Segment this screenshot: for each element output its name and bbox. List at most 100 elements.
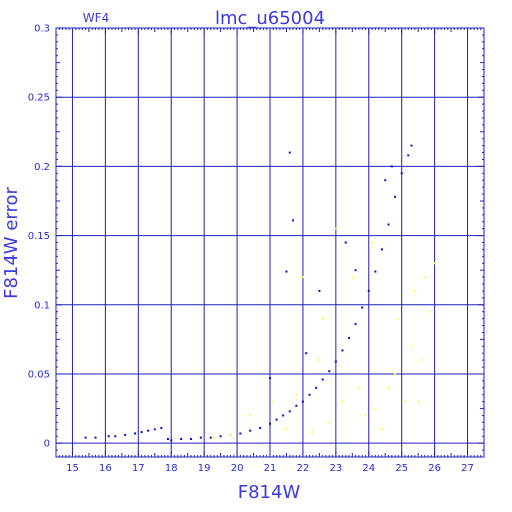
grid-layer	[56, 27, 484, 457]
y-tick-label: 0.3	[34, 24, 50, 35]
x-tick-label: 23	[329, 463, 342, 474]
y-axis-label: F814W error	[1, 187, 22, 299]
data-point	[84, 436, 87, 439]
data-point	[249, 414, 252, 417]
data-point	[288, 151, 291, 154]
data-point	[394, 195, 397, 198]
data-point	[308, 393, 311, 396]
data-point	[114, 435, 117, 438]
data-point	[423, 276, 426, 279]
x-tick-label: 26	[428, 463, 441, 474]
chip-label: WF4	[83, 11, 109, 25]
data-point	[374, 270, 377, 273]
data-point	[295, 404, 298, 407]
data-point	[390, 165, 393, 168]
data-point	[403, 400, 406, 403]
x-tick-label: 20	[231, 463, 244, 474]
data-point	[400, 172, 403, 175]
data-point	[140, 431, 143, 434]
data-point	[124, 433, 127, 436]
x-axis-label: F814W	[238, 482, 301, 503]
plot-frame	[55, 27, 485, 458]
y-tick-label: 0.1	[34, 300, 50, 311]
data-point	[249, 429, 252, 432]
data-point	[407, 154, 410, 157]
data-point	[361, 306, 364, 309]
data-point	[301, 400, 304, 403]
data-point	[269, 377, 271, 380]
tick-labels: 15 16 17 18 19 20 21 22 23 24 25 26 27 0 0.05 0.1 0.15 0.…	[28, 24, 474, 475]
data-point	[219, 435, 222, 438]
data-point	[357, 386, 360, 389]
data-point	[160, 426, 163, 429]
data-point	[433, 262, 436, 265]
data-point	[285, 428, 288, 431]
data-point	[229, 433, 232, 436]
data-point	[147, 429, 150, 432]
data-point	[199, 436, 202, 439]
data-point	[348, 336, 351, 339]
x-tick-label: 22	[297, 463, 310, 474]
x-tick-label: 16	[99, 463, 112, 474]
data-point	[180, 438, 183, 441]
y-tick-label: 0.05	[28, 369, 50, 380]
data-point	[430, 310, 433, 313]
x-tick-label: 18	[165, 463, 178, 474]
data-point	[334, 227, 337, 230]
data-point	[170, 439, 173, 442]
data-point	[189, 438, 192, 441]
data-point	[384, 179, 387, 182]
data-point	[387, 223, 390, 226]
data-point	[318, 359, 321, 362]
data-point	[367, 289, 370, 292]
data-point	[351, 276, 354, 279]
data-point	[153, 428, 156, 431]
outlier-series	[213, 227, 436, 439]
data-point	[341, 349, 344, 352]
data-point	[321, 378, 324, 381]
data-point	[288, 410, 291, 413]
data-point	[344, 241, 347, 244]
y-tick-label: 0	[44, 439, 50, 450]
data-point	[354, 323, 357, 326]
data-points	[84, 144, 436, 442]
data-point	[371, 241, 374, 244]
x-tick-label: 17	[132, 463, 145, 474]
x-tick-label: 24	[362, 463, 375, 474]
data-point	[209, 436, 212, 439]
data-point	[134, 432, 137, 435]
data-point	[311, 431, 314, 434]
data-point	[213, 436, 216, 439]
data-point	[305, 352, 308, 355]
data-point	[295, 393, 298, 396]
data-point	[272, 400, 275, 403]
y-tick-label: 0.2	[34, 162, 50, 173]
data-point	[166, 438, 169, 441]
data-point	[107, 435, 110, 438]
data-point	[275, 418, 278, 421]
data-point	[397, 317, 400, 320]
chart-title: lmc_u65004	[215, 8, 325, 29]
data-point	[259, 426, 262, 429]
data-point	[301, 276, 304, 279]
data-point	[285, 270, 288, 273]
data-point	[318, 289, 321, 292]
data-point	[292, 219, 295, 222]
data-point	[354, 269, 357, 272]
y-tick-label: 0.25	[28, 93, 50, 104]
data-point	[328, 370, 331, 373]
data-point	[380, 428, 383, 431]
x-tick-label: 19	[198, 463, 211, 474]
data-point	[328, 421, 331, 424]
data-point	[394, 372, 397, 375]
x-tick-label: 25	[395, 463, 408, 474]
data-point	[420, 359, 423, 362]
data-point	[341, 400, 344, 403]
data-point	[387, 386, 390, 389]
data-point	[321, 317, 324, 320]
main-sequence-series	[84, 144, 413, 442]
data-point	[417, 400, 420, 403]
data-point	[410, 144, 413, 147]
